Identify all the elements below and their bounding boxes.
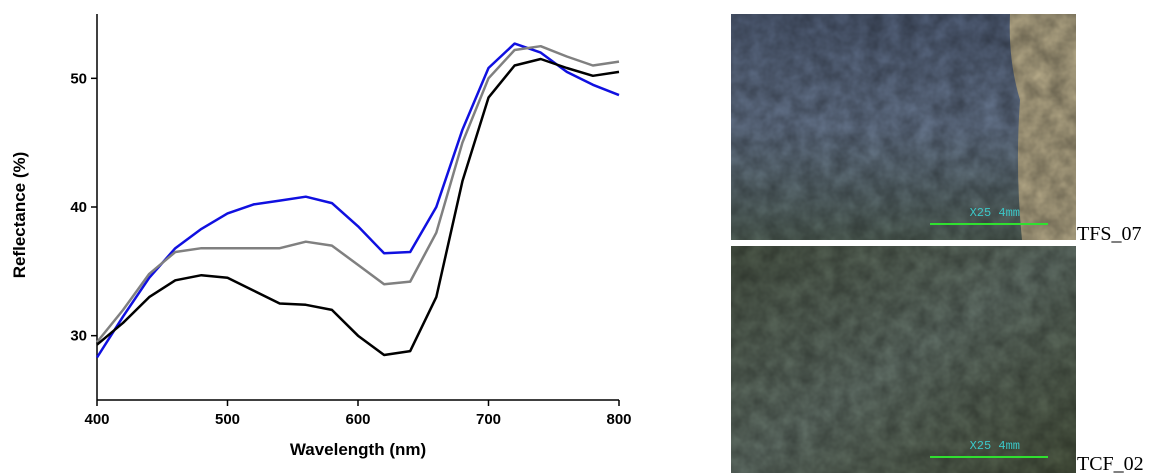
photo-texture bbox=[731, 14, 1076, 240]
y-tick-label: 50 bbox=[70, 70, 87, 87]
photo-label: TFS_07 bbox=[1077, 223, 1141, 245]
scale-text: X25 4mm bbox=[970, 206, 1020, 220]
photo-bottom: X25 4mm TCF_02 bbox=[731, 246, 1144, 473]
x-tick-label: 600 bbox=[345, 411, 370, 428]
x-tick-label: 800 bbox=[606, 411, 631, 428]
y-tick-label: 30 bbox=[70, 328, 87, 345]
plot: Wavelength (nm) Reflectance (%) 30 40 50 40… bbox=[10, 14, 632, 459]
photo-top: X25 4mm TFS_07 bbox=[731, 14, 1141, 245]
line-series bbox=[95, 42, 620, 359]
x-tick-label: 400 bbox=[84, 411, 109, 428]
x-tick-label: 700 bbox=[476, 411, 501, 428]
photo-label: TCF_02 bbox=[1077, 453, 1144, 473]
line-series bbox=[96, 57, 620, 357]
x-tick-label: 500 bbox=[215, 411, 240, 428]
line-series bbox=[96, 44, 620, 343]
scale-text: X25 4mm bbox=[970, 439, 1020, 453]
y-tick-label: 40 bbox=[70, 199, 87, 216]
photo-texture bbox=[731, 246, 1076, 473]
x-axis-label: Wavelength (nm) bbox=[290, 440, 426, 459]
y-axis-label: Reflectance (%) bbox=[10, 152, 29, 279]
